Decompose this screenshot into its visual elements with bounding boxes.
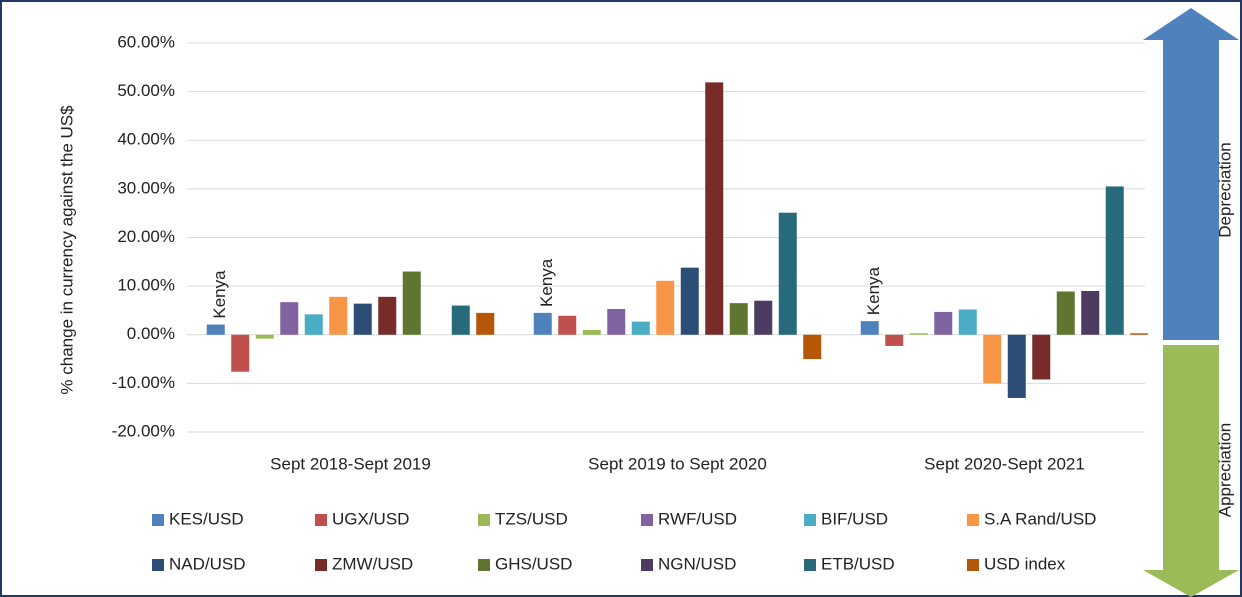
- legend-label: TZS/USD: [495, 509, 568, 528]
- bar: [533, 312, 552, 335]
- bar: [1130, 333, 1149, 335]
- bar: [1081, 290, 1100, 335]
- bar: [1056, 291, 1075, 335]
- legend-swatch: [315, 514, 327, 526]
- bar: [729, 303, 748, 335]
- bar: [280, 302, 299, 335]
- bar: [558, 315, 577, 335]
- y-tick-label: 60.00%: [117, 32, 175, 51]
- depreciation-arrow: [1143, 8, 1239, 340]
- bar: [680, 267, 699, 335]
- x-tick-label: Sept 2019 to Sept 2020: [588, 454, 767, 473]
- legend-swatch: [641, 559, 653, 571]
- legend-swatch: [804, 559, 816, 571]
- y-tick-label: 50.00%: [117, 81, 175, 100]
- legend-swatch: [315, 559, 327, 571]
- legend-label: RWF/USD: [658, 509, 737, 528]
- legend-label: ETB/USD: [821, 554, 895, 573]
- bar: [582, 329, 601, 335]
- bar: [705, 82, 724, 335]
- bar: [909, 333, 928, 335]
- bar: [231, 334, 250, 372]
- y-tick-label: -10.00%: [112, 373, 175, 392]
- bar: [378, 296, 397, 335]
- bar: [934, 311, 953, 335]
- bar: [958, 309, 977, 335]
- y-tick-label: 40.00%: [117, 130, 175, 149]
- bar: [255, 334, 274, 339]
- bar: [983, 334, 1002, 384]
- legend-swatch: [967, 514, 979, 526]
- bar: [206, 324, 225, 335]
- appreciation-arrow: [1143, 345, 1239, 597]
- bar: [353, 303, 372, 335]
- bar: [1007, 334, 1026, 398]
- x-tick-label: Sept 2020-Sept 2021: [924, 454, 1085, 473]
- y-tick-label: -20.00%: [112, 421, 175, 440]
- bar: [885, 334, 904, 346]
- legend-label: NAD/USD: [169, 554, 246, 573]
- legend-label: KES/USD: [169, 509, 244, 528]
- legend-label: ZMW/USD: [332, 554, 413, 573]
- legend-label: S.A Rand/USD: [984, 509, 1096, 528]
- y-tick-label: 30.00%: [117, 178, 175, 197]
- legend-swatch: [967, 559, 979, 571]
- legend-label: GHS/USD: [495, 554, 572, 573]
- bar: [1032, 334, 1051, 380]
- bar: [631, 321, 650, 335]
- legend-label: BIF/USD: [821, 509, 888, 528]
- legend-swatch: [478, 559, 490, 571]
- legend-label: UGX/USD: [332, 509, 409, 528]
- y-tick-label: 0.00%: [127, 324, 175, 343]
- bar: [803, 334, 822, 360]
- bar: [778, 212, 797, 335]
- legend-swatch: [152, 559, 164, 571]
- annotation: Kenya: [537, 258, 556, 307]
- legend-label: NGN/USD: [658, 554, 736, 573]
- y-axis-title: % change in currency against the US$: [57, 105, 76, 395]
- y-tick-label: 10.00%: [117, 276, 175, 295]
- bar: [476, 312, 495, 335]
- bar: [860, 321, 879, 335]
- bar: [1105, 186, 1124, 335]
- bar: [754, 300, 773, 335]
- legend-swatch: [478, 514, 490, 526]
- annotation: Depreciation: [1215, 142, 1234, 237]
- x-tick-label: Sept 2018-Sept 2019: [270, 454, 431, 473]
- annotation: Appreciation: [1215, 423, 1234, 518]
- bar: [656, 280, 675, 335]
- legend-swatch: [641, 514, 653, 526]
- bar: [329, 296, 348, 335]
- bar: [304, 314, 323, 335]
- bar: [607, 308, 626, 335]
- legend-swatch: [804, 514, 816, 526]
- annotation: Kenya: [210, 270, 229, 319]
- legend-swatch: [152, 514, 164, 526]
- bar: [402, 271, 421, 335]
- bar: [451, 305, 470, 335]
- y-tick-label: 20.00%: [117, 227, 175, 246]
- legend-label: USD index: [984, 554, 1066, 573]
- annotation: Kenya: [864, 266, 883, 315]
